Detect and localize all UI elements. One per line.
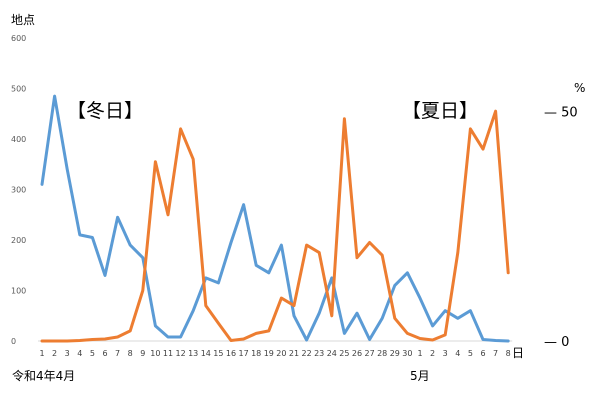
x-tick-label: 1 <box>417 349 422 358</box>
x-axis-end-label: 日 <box>512 346 524 360</box>
x-tick-label: 8 <box>506 349 511 358</box>
x-tick-label: 24 <box>327 349 337 358</box>
annotation-winter-days: 【冬日】 <box>67 100 143 122</box>
left-tick-label: 0 <box>11 337 16 346</box>
x-tick-label: 6 <box>480 349 485 358</box>
right-axis-unit: % <box>574 81 585 95</box>
x-tick-label: 4 <box>77 349 82 358</box>
x-tick-label: 3 <box>65 349 70 358</box>
left-tick-label: 500 <box>11 85 26 94</box>
x-tick-label: 17 <box>239 349 249 358</box>
left-tick-label: 300 <box>11 186 26 195</box>
x-tick-label: 12 <box>176 349 186 358</box>
series-lines <box>40 94 510 343</box>
x-tick-label: 15 <box>213 349 223 358</box>
x-tick-label: 28 <box>377 349 387 358</box>
x-tick-label: 26 <box>352 349 362 358</box>
x-tick-label: 2 <box>52 349 57 358</box>
right-tick-label: — 0 <box>544 335 569 350</box>
x-tick-label: 1 <box>39 349 44 358</box>
month-label-april: 令和4年4月 <box>12 368 75 383</box>
left-tick-label: 100 <box>11 287 26 296</box>
x-tick-label: 22 <box>302 349 312 358</box>
x-tick-label: 9 <box>140 349 145 358</box>
month-label-may: 5月 <box>410 369 430 383</box>
annotation-summer-days: 【夏日】 <box>402 100 478 122</box>
x-tick-label: 4 <box>455 349 460 358</box>
x-tick-label: 8 <box>128 349 133 358</box>
x-tick-label: 30 <box>402 349 412 358</box>
x-tick-label: 29 <box>390 349 400 358</box>
x-tick-label: 5 <box>90 349 95 358</box>
x-tick-label: 11 <box>163 349 173 358</box>
x-tick-label: 3 <box>443 349 448 358</box>
left-tick-label: 400 <box>11 135 26 144</box>
x-tick-label: 19 <box>264 349 274 358</box>
x-tick-label: 13 <box>188 349 198 358</box>
x-tick-label: 14 <box>201 349 211 358</box>
series-line-blue <box>40 94 510 343</box>
x-tick-label: 2 <box>430 349 435 358</box>
x-tick-label: 16 <box>226 349 236 358</box>
x-tick-label: 25 <box>339 349 349 358</box>
x-tick-label: 7 <box>493 349 498 358</box>
x-axis-ticks: 1 2 3 4 5 6 7 8 9 10 11 12 13 14 15 16 17 18 19 20 21 22 23 24 2… <box>39 349 510 358</box>
left-axis-ticks: 0 100 200 300 400 500 600 <box>11 34 26 346</box>
x-tick-label: 21 <box>289 349 299 358</box>
x-tick-label: 10 <box>150 349 160 358</box>
x-tick-label: 27 <box>365 349 375 358</box>
series-line-orange <box>40 109 510 343</box>
right-tick-label: — 50 <box>544 105 578 120</box>
x-tick-label: 7 <box>115 349 120 358</box>
x-tick-label: 18 <box>251 349 261 358</box>
x-tick-label: 6 <box>102 349 107 358</box>
left-tick-label: 200 <box>11 236 26 245</box>
x-tick-label: 5 <box>468 349 473 358</box>
right-axis-ticks: — 50 — 0 <box>544 105 578 350</box>
x-tick-label: 20 <box>276 349 286 358</box>
left-axis-unit: 地点 <box>11 13 35 27</box>
x-tick-label: 23 <box>314 349 324 358</box>
left-tick-label: 600 <box>11 34 26 43</box>
